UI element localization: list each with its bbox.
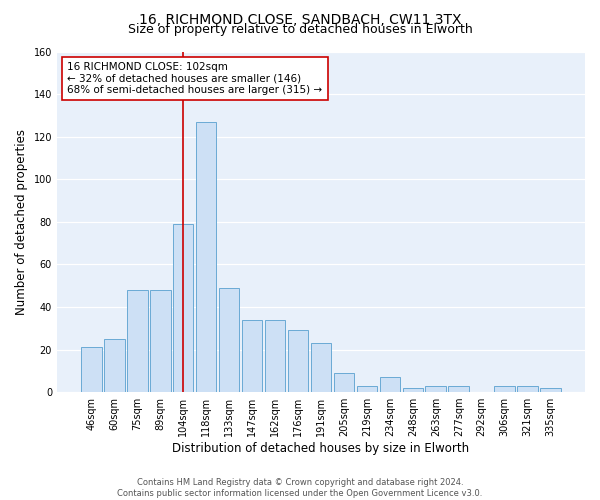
Bar	[242, 320, 262, 392]
Y-axis label: Number of detached properties: Number of detached properties	[15, 129, 28, 315]
Bar	[196, 122, 217, 392]
Bar	[541, 388, 561, 392]
Bar	[81, 348, 101, 392]
Bar	[425, 386, 446, 392]
Bar	[311, 343, 331, 392]
X-axis label: Distribution of detached houses by size in Elworth: Distribution of detached houses by size …	[172, 442, 470, 455]
Bar	[265, 320, 286, 392]
Text: Contains HM Land Registry data © Crown copyright and database right 2024.
Contai: Contains HM Land Registry data © Crown c…	[118, 478, 482, 498]
Bar	[356, 386, 377, 392]
Text: 16 RICHMOND CLOSE: 102sqm
← 32% of detached houses are smaller (146)
68% of semi: 16 RICHMOND CLOSE: 102sqm ← 32% of detac…	[67, 62, 323, 95]
Bar	[380, 377, 400, 392]
Bar	[334, 373, 354, 392]
Bar	[287, 330, 308, 392]
Bar	[104, 339, 125, 392]
Bar	[127, 290, 148, 392]
Bar	[150, 290, 170, 392]
Bar	[173, 224, 193, 392]
Bar	[517, 386, 538, 392]
Bar	[403, 388, 423, 392]
Bar	[494, 386, 515, 392]
Bar	[448, 386, 469, 392]
Text: 16, RICHMOND CLOSE, SANDBACH, CW11 3TX: 16, RICHMOND CLOSE, SANDBACH, CW11 3TX	[139, 12, 461, 26]
Bar	[219, 288, 239, 392]
Text: Size of property relative to detached houses in Elworth: Size of property relative to detached ho…	[128, 22, 472, 36]
